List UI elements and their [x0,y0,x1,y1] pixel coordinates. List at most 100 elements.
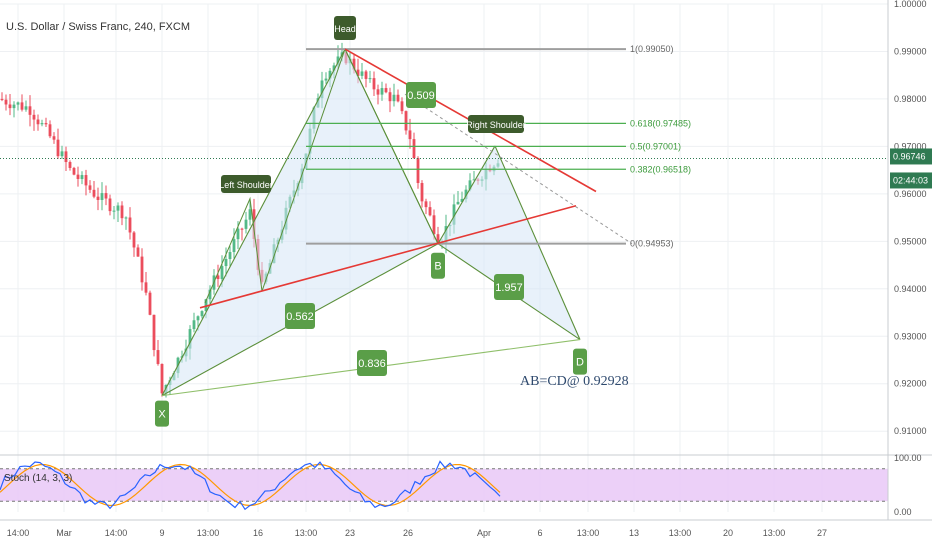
candle-body [196,316,200,321]
candle-body [60,151,64,157]
candle-body [248,209,252,220]
ratio-label-bg [285,303,315,329]
candle-body [92,189,96,197]
candle-body [388,92,392,102]
x-tick-label: 13:00 [577,528,600,538]
fib-label: 1(0.99050) [630,44,674,54]
candle-body [108,198,112,212]
candle-body [160,363,164,394]
candle-body [216,275,220,280]
candle-body [156,350,160,364]
x-tick-label: 16 [253,528,263,538]
candle-body [124,217,128,219]
y-tick-label: 1.00000 [894,0,927,9]
candle-body [52,136,56,140]
stoch-tick-label: 0.00 [894,507,912,517]
point-b-label-text: B [434,261,441,273]
chart-title: U.S. Dollar / Swiss Franc, 240, FXCM [6,21,190,33]
candle-body [460,198,464,202]
candle-body [384,88,388,93]
point-x-label: X [155,400,169,427]
x-tick-label: 27 [817,528,827,538]
y-tick-label: 0.97000 [894,141,927,151]
candle-body [144,282,148,293]
left-shoulder-outline [204,196,263,304]
fib-label: 0.618(0.97485) [630,118,691,128]
countdown-tag: 02:44:03 [890,172,932,189]
y-tick-label: 0.98000 [894,94,927,104]
x-tick-label: 13:00 [763,528,786,538]
candle-body [420,183,424,202]
x-tick-label: Apr [477,528,491,538]
candle-body [432,215,436,235]
candle-body [44,123,48,125]
candle-body [224,259,228,267]
ratio-label: 1.957 [494,274,524,300]
x-tick-label: Mar [56,528,72,538]
y-tick-label: 0.91000 [894,426,927,436]
candle-body [356,69,360,76]
left-shoulder-label: Left Shoulder [219,175,273,193]
ratio-label-bg [357,350,387,376]
candle-body [456,201,460,205]
ratio-label: 0.836 [357,350,387,376]
candle-body [380,88,384,95]
candle-body [232,239,236,253]
candle-body [96,196,100,200]
x-tick-label: 13:00 [669,528,692,538]
head-label-text: Head [334,24,356,34]
y-tick-label: 0.93000 [894,331,927,341]
candle-body [16,102,20,105]
candle-body [228,252,232,260]
candle-body [48,124,52,137]
candle-body [104,193,108,199]
candle-body [372,78,376,90]
y-tick-label: 0.96000 [894,189,927,199]
x-tick-label: 14:00 [105,528,128,538]
candle-body [32,114,36,120]
x-tick-label: 13 [629,528,639,538]
candle-body [428,207,432,216]
ratio-label: 0.562 [285,303,315,329]
countdown-tag-text: 02:44:03 [893,175,928,185]
candle-body [84,175,88,186]
candle-body [472,179,476,181]
ratio-label-text: 0.836 [358,358,386,370]
x-tick-label: 20 [723,528,733,538]
candle-body [128,217,132,233]
ratio-label: 0.509 [406,82,436,108]
candle-body [408,130,412,140]
candle-body [396,94,400,102]
point-x-label-bg [155,400,169,427]
candle-body [8,104,12,109]
candle-body [392,94,396,102]
candle-body [112,210,116,212]
point-d-label-text: D [576,357,584,369]
candle-body [28,106,32,115]
y-tick-label: 0.94000 [894,284,927,294]
xab-triangle [162,49,438,396]
current-price-tag-text: 0.96746 [893,151,926,161]
candle-body [140,256,144,283]
candle-body [4,99,8,105]
candle-body [436,234,440,244]
candle-body [136,247,140,257]
stoch-tick-label: 100.00 [894,453,922,463]
x-tick-label: 23 [345,528,355,538]
candle-body [412,139,416,159]
candle-body [332,65,336,71]
candle-body [236,228,240,240]
point-d-label-bg [573,348,587,375]
candle-body [464,189,468,199]
candle-body [208,289,212,300]
candle-body [328,70,332,79]
candle-body [88,185,92,190]
current-price-tag: 0.96746 [890,148,932,165]
candle-body [120,205,124,219]
candle-body [352,58,356,70]
candle-body [204,299,208,312]
point-x-label-text: X [158,409,166,421]
candle-body [68,162,72,168]
candle-body [116,205,120,211]
